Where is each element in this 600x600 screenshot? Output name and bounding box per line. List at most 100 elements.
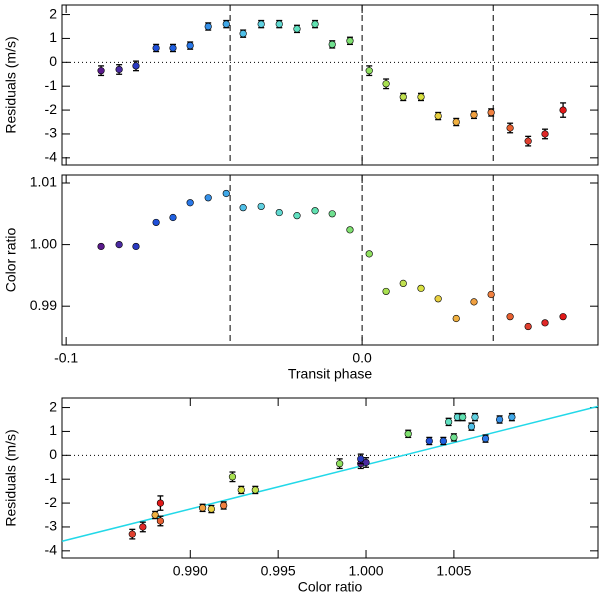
y-axis-label: Color ratio — [3, 228, 19, 293]
point — [445, 418, 453, 426]
y-tick-label: -2 — [45, 494, 58, 510]
point — [275, 20, 283, 28]
point — [228, 473, 237, 481]
point — [559, 106, 567, 114]
y-tick-label: -3 — [45, 125, 58, 141]
point — [311, 207, 319, 215]
point — [357, 455, 365, 463]
point — [404, 430, 412, 438]
x-tick-label: 1.005 — [436, 563, 471, 579]
point — [541, 319, 549, 327]
point — [328, 40, 336, 49]
point — [382, 287, 390, 296]
point — [470, 111, 478, 119]
point — [399, 93, 407, 101]
point — [169, 213, 177, 222]
point — [524, 322, 532, 331]
y-tick-label: -1 — [45, 470, 58, 486]
y-tick-label: 2 — [49, 398, 57, 414]
point — [434, 295, 442, 303]
point — [156, 517, 165, 525]
plot-frame — [61, 4, 599, 166]
point — [506, 313, 514, 321]
point — [559, 313, 567, 321]
point — [452, 314, 460, 323]
point — [115, 65, 123, 74]
point — [434, 112, 442, 120]
point — [222, 189, 230, 198]
point — [251, 486, 259, 494]
point — [239, 204, 247, 212]
point — [541, 130, 549, 138]
point — [293, 25, 301, 33]
point — [362, 458, 370, 467]
point — [382, 80, 390, 88]
point — [293, 212, 301, 220]
fit-line — [61, 405, 599, 543]
x-tick-label: 0.995 — [261, 563, 296, 579]
point — [311, 20, 319, 28]
point — [459, 413, 467, 421]
point — [275, 208, 283, 217]
point — [439, 437, 447, 445]
point — [452, 118, 460, 126]
y-tick-label: 1.01 — [30, 174, 57, 190]
point — [365, 67, 373, 75]
point — [481, 434, 490, 443]
point — [417, 93, 425, 101]
point — [132, 242, 140, 251]
y-tick-label: 1 — [49, 422, 57, 438]
point — [97, 242, 105, 251]
point — [239, 30, 247, 38]
y-tick-label: 1 — [49, 29, 57, 45]
point — [222, 20, 230, 28]
point — [365, 250, 373, 258]
y-tick-label: -1 — [45, 77, 58, 93]
y-tick-label: 0.99 — [30, 297, 57, 313]
point — [417, 284, 425, 292]
point — [450, 433, 458, 442]
y-tick-label: 0 — [49, 446, 57, 462]
y-tick-label: 1.00 — [30, 235, 57, 251]
point — [257, 202, 265, 211]
y-tick-label: 2 — [49, 5, 57, 21]
y-tick-label: 0 — [49, 53, 57, 69]
point — [151, 511, 159, 519]
y-tick-label: -4 — [45, 542, 58, 558]
point — [425, 437, 433, 445]
point — [198, 504, 207, 512]
point — [257, 20, 265, 28]
point — [470, 298, 478, 306]
point — [524, 137, 532, 145]
point — [97, 67, 105, 75]
x-axis-label: Color ratio — [298, 579, 363, 595]
point — [152, 218, 160, 227]
y-tick-label: -3 — [45, 518, 58, 534]
x-tick-label: -0.1 — [54, 350, 78, 366]
point — [186, 41, 194, 50]
x-axis-label: Transit phase — [288, 366, 373, 382]
point — [115, 241, 123, 249]
plot-frame — [61, 397, 599, 559]
point — [132, 62, 140, 70]
point — [169, 44, 177, 52]
point — [186, 199, 194, 207]
point — [471, 413, 479, 421]
point — [506, 124, 514, 132]
point — [487, 290, 495, 299]
point — [346, 226, 354, 234]
point — [495, 415, 504, 424]
point — [508, 413, 516, 421]
point — [152, 44, 160, 52]
point — [346, 37, 354, 45]
x-tick-label: 1.000 — [349, 563, 384, 579]
y-tick-label: -4 — [45, 149, 58, 165]
point — [220, 501, 228, 510]
y-axis-label: Residuals (m/s) — [3, 429, 19, 526]
x-tick-label: 0.0 — [352, 350, 372, 366]
point — [487, 108, 495, 117]
point — [139, 523, 147, 531]
